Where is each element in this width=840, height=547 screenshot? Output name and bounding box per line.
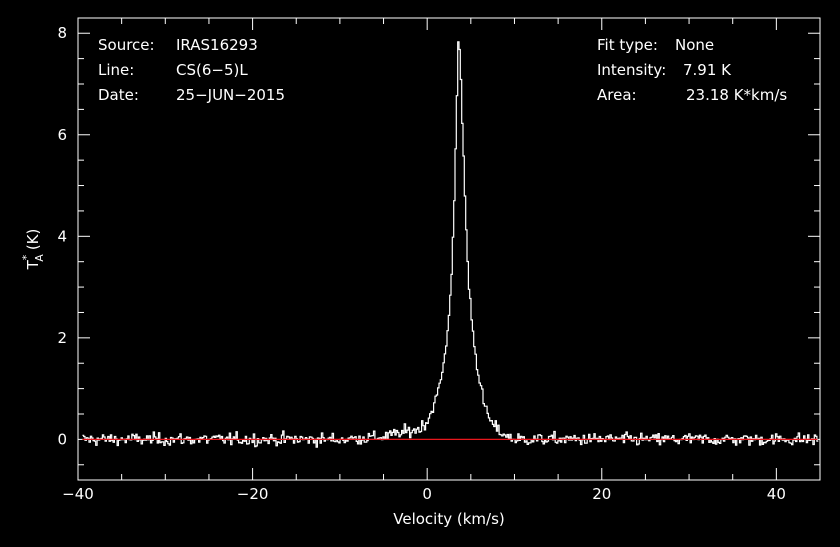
date-value: 25−JUN−2015 <box>176 86 285 104</box>
y-tick-label: 6 <box>57 126 67 144</box>
y-tick-label: 4 <box>57 227 67 245</box>
x-tick-label: 20 <box>592 485 611 503</box>
y-axis-title-superscript: * <box>20 254 33 260</box>
fit-type-label: Fit type: <box>597 36 658 54</box>
fit-type-value: None <box>675 36 714 54</box>
x-tick-label: −40 <box>62 485 94 503</box>
line-label: Line: <box>98 61 134 79</box>
y-tick-label: 8 <box>57 24 67 42</box>
info-right: Fit type: None Intensity: 7.91 K Area: 2… <box>597 36 787 104</box>
info-left: Source: IRAS16293 Line: CS(6−5)L Date: 2… <box>98 36 285 104</box>
x-axis-title: Velocity (km/s) <box>393 510 504 528</box>
line-value: CS(6−5)L <box>176 61 248 79</box>
area-label: Area: <box>597 86 637 104</box>
x-tick-label: −20 <box>237 485 269 503</box>
y-axis-title-subscript: A <box>33 254 46 262</box>
y-tick-label: 2 <box>57 329 67 347</box>
svg-text:T*A(K): T*A (K) <box>20 229 46 271</box>
axis-ticks <box>77 18 821 480</box>
y-axis-title-symbol: T <box>24 259 42 270</box>
axis-tick-labels: −40 −20 0 20 40 0 2 4 6 8 <box>57 24 785 503</box>
intensity-value: 7.91 K <box>683 61 732 79</box>
y-axis-title-unit: (K) <box>24 229 42 251</box>
area-value: 23.18 K*km/s <box>686 86 787 104</box>
spectrum-line <box>82 41 819 448</box>
y-axis-title: T*A (K) <box>20 229 46 271</box>
y-tick-label: 0 <box>57 430 67 448</box>
source-value: IRAS16293 <box>176 36 258 54</box>
x-tick-label: 0 <box>422 485 432 503</box>
plot-frame <box>77 17 821 481</box>
x-tick-label: 40 <box>767 485 786 503</box>
date-label: Date: <box>98 86 139 104</box>
source-label: Source: <box>98 36 155 54</box>
intensity-label: Intensity: <box>597 61 666 79</box>
